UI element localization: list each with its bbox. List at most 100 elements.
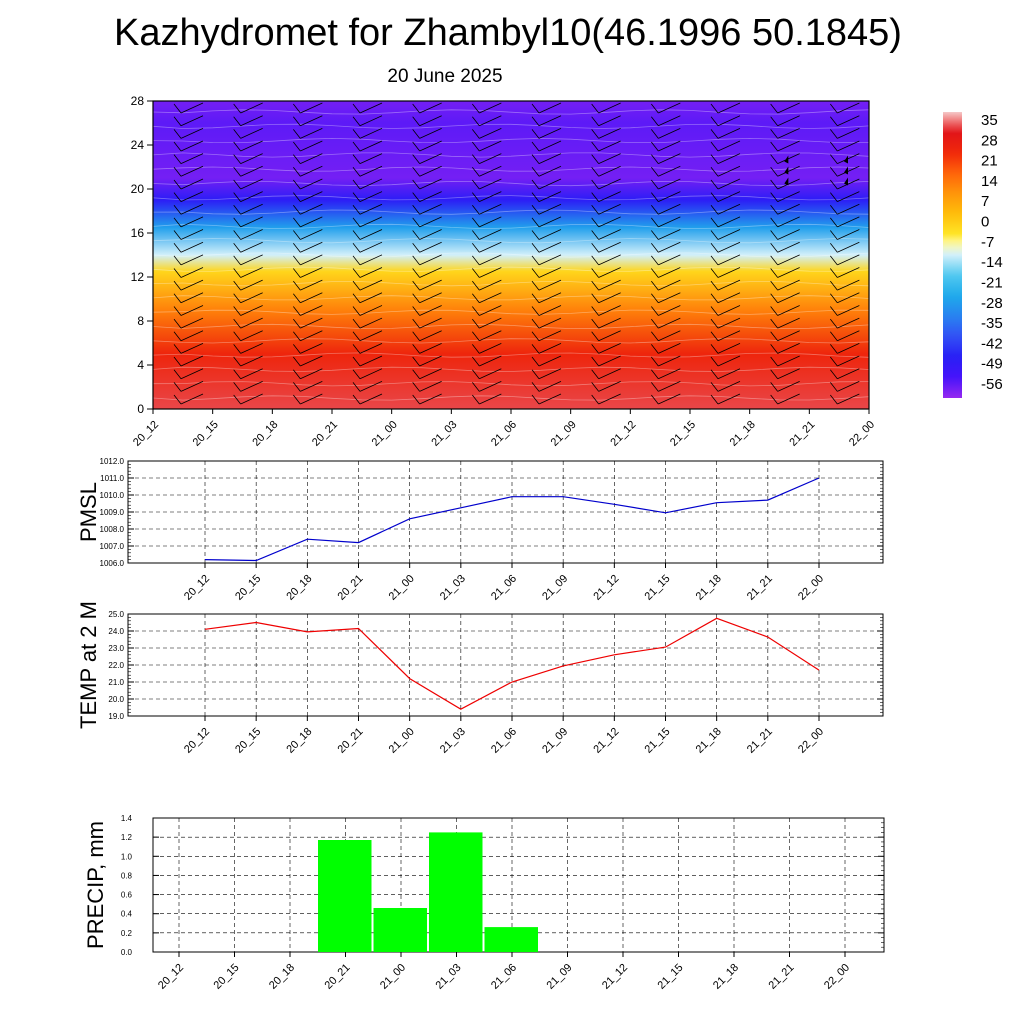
wind-barb-flag [412, 318, 420, 329]
wind-barb-flag [472, 242, 480, 253]
wind-barb [479, 254, 502, 266]
wind-barb-flag [352, 382, 361, 392]
x-tick-label: 21_09 [545, 962, 575, 992]
wind-barb-flag [710, 331, 719, 341]
wind-barb [419, 140, 442, 152]
wind-barb [479, 191, 502, 202]
wind-barb-flag [710, 280, 719, 291]
contour-line [152, 295, 870, 301]
wind-barb [419, 279, 442, 291]
wind-barb-flag [352, 306, 361, 316]
wind-barb [359, 191, 383, 202]
wind-barb [359, 355, 383, 367]
wind-barb-flag [472, 192, 480, 202]
panel-frame [127, 460, 884, 564]
wind-barb-flag [472, 293, 480, 304]
wind-barb [598, 153, 621, 165]
wind-barb [837, 102, 860, 114]
wind-barb-flag [173, 167, 182, 177]
wind-barb-flag [352, 205, 361, 215]
wind-barb [777, 330, 800, 342]
wind-barb-flag [770, 356, 778, 367]
wind-barb-flag [472, 154, 480, 164]
wind-barb-flag [293, 344, 301, 354]
wind-barb-flag [173, 268, 182, 278]
wind-barb-flag [651, 217, 659, 228]
wind-barb [658, 292, 681, 304]
wind-barb-flag [472, 167, 480, 177]
wind-barb-flag [352, 116, 361, 126]
x-tick-label: 20_12 [156, 962, 186, 992]
wind-barb [538, 178, 562, 190]
wind-barb-flag [412, 141, 420, 152]
wind-barb-flag [710, 230, 719, 240]
wind-barb [777, 368, 800, 380]
wind-barb-flag [651, 306, 659, 316]
wind-barb [837, 140, 860, 152]
wind-barb-flag [710, 268, 719, 278]
precip-bar [429, 832, 483, 952]
x-tick-label: 21_15 [643, 573, 673, 603]
wind-barb-flag [830, 192, 838, 202]
wind-barb [479, 203, 502, 215]
wind-barb-flag [770, 382, 778, 392]
wind-barb [717, 102, 741, 114]
wind-barb-flag [591, 293, 599, 304]
wind-barb-flag [591, 205, 599, 215]
contour-line [152, 137, 869, 144]
wind-barb-flag [173, 230, 182, 240]
wind-barb-flag [830, 242, 838, 253]
wind-barb-flag [173, 293, 182, 304]
wind-barb-flag [770, 179, 778, 190]
wind-barb-flag [352, 293, 361, 304]
wind-barb-flag [651, 179, 659, 190]
wind-barb-flag [233, 129, 241, 139]
wind-pennant [784, 155, 789, 164]
wind-barb-flag [412, 230, 420, 240]
x-tick-label: 21_21 [787, 419, 817, 449]
wind-barb-flag [173, 217, 182, 228]
wind-barb-flag [830, 356, 838, 367]
wind-barb-flag [710, 103, 719, 114]
wind-barb [538, 115, 562, 127]
wind-barb [240, 317, 263, 329]
wind-barb-flag [591, 103, 599, 114]
wind-barb [419, 102, 442, 114]
y-tick-label: 22.0 [108, 661, 124, 670]
contour-line [152, 209, 870, 215]
wind-barb-flag [830, 205, 838, 215]
wind-barb [180, 368, 204, 380]
wind-barb-flag [770, 242, 778, 253]
precip-panel: 0.0 0.2 0.4 0.6 0.8 1.0 1.2 1.4 20_12 20_15 20_18 2… [83, 814, 885, 992]
wind-barb [837, 267, 860, 278]
colorbar-fill [943, 112, 962, 398]
wind-barb-flag [830, 217, 838, 228]
wind-barb [300, 216, 323, 228]
wind-barb-flag [173, 129, 182, 139]
wind-barb-flag [591, 318, 599, 329]
y-tick-label: 25.0 [108, 610, 124, 619]
wind-barb [479, 153, 502, 165]
wind-barb-flag [531, 141, 540, 152]
wind-barb [180, 317, 204, 329]
wind-barb [658, 267, 681, 278]
wind-barb [300, 330, 323, 342]
wind-barb [538, 317, 562, 329]
colorbar-label: -28 [981, 295, 1003, 312]
x-tick-label: 21_21 [745, 573, 775, 603]
wind-barb [180, 292, 204, 304]
wind-barb-flag [412, 103, 420, 114]
wind-barb [837, 191, 860, 202]
wind-barb [240, 203, 263, 215]
wind-barb-flag [293, 394, 301, 405]
wind-barb-flag [531, 331, 540, 341]
wind-barb-flag [352, 344, 361, 354]
wind-barb [240, 330, 263, 342]
wind-barb [359, 203, 383, 215]
wind-barb [717, 241, 741, 253]
y-tick-label: 23.0 [108, 644, 124, 653]
wind-barb [479, 140, 502, 152]
wind-barb [240, 355, 263, 367]
y-tick-label: 1011.0 [100, 474, 124, 483]
wind-barb-flag [531, 230, 540, 240]
